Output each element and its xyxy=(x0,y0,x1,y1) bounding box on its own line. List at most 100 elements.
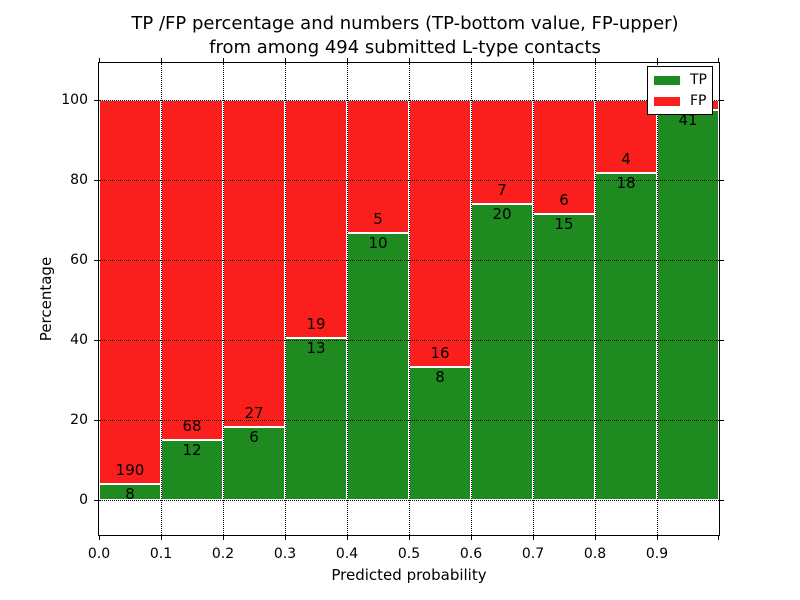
tp-segment xyxy=(285,337,347,500)
x-tick-mark xyxy=(223,535,224,540)
x-tick-label: 0.1 xyxy=(149,546,173,562)
y-tick-mark xyxy=(719,420,724,421)
tp-count-label: 8 xyxy=(125,484,135,503)
legend-label-tp: TP xyxy=(690,72,707,88)
fp-count-label: 27 xyxy=(244,404,264,423)
x-tick-mark xyxy=(471,58,472,63)
v-gridline xyxy=(533,63,534,535)
x-tick-label: 0.8 xyxy=(583,546,607,562)
tp-segment xyxy=(409,366,471,500)
stacked-bar-bin-0.5-0.6 xyxy=(409,100,471,500)
x-tick-label: 0.4 xyxy=(335,546,359,562)
fp-segment xyxy=(471,100,533,204)
legend-item-fp: FP xyxy=(654,93,707,109)
fp-segment xyxy=(99,100,161,484)
v-gridline xyxy=(285,63,286,535)
x-tick-mark xyxy=(471,535,472,540)
fp-count-label: 190 xyxy=(115,460,145,479)
x-tick-mark xyxy=(718,535,719,540)
x-tick-mark xyxy=(99,58,100,63)
chart-title: TP /FP percentage and numbers (TP-bottom… xyxy=(131,12,678,61)
stacked-bar-bin-0.0-0.1 xyxy=(99,100,161,500)
fp-segment xyxy=(285,100,347,338)
y-tick-mark xyxy=(719,260,724,261)
x-tick-mark xyxy=(533,58,534,63)
fp-segment xyxy=(223,100,285,428)
x-tick-mark xyxy=(409,535,410,540)
y-tick-mark xyxy=(719,100,724,101)
tp-count-label: 13 xyxy=(306,338,326,357)
x-tick-label: 0.5 xyxy=(397,546,421,562)
v-gridline xyxy=(161,63,162,535)
y-tick-mark xyxy=(719,500,724,501)
x-tick-label: 0.2 xyxy=(211,546,235,562)
x-tick-label: 0.3 xyxy=(273,546,297,562)
x-tick-label: 0.9 xyxy=(645,546,669,562)
tp-segment xyxy=(533,214,595,500)
tp-count-label: 15 xyxy=(554,215,574,234)
x-tick-mark xyxy=(99,535,100,540)
stacked-bar-bin-0.6-0.7 xyxy=(471,100,533,500)
legend-label-fp: FP xyxy=(690,93,707,109)
tp-count-label: 41 xyxy=(678,110,698,129)
y-tick-mark xyxy=(94,340,99,341)
v-gridline xyxy=(595,63,596,535)
chart-title-line1: TP /FP percentage and numbers (TP-bottom… xyxy=(131,13,679,34)
fp-count-label: 5 xyxy=(373,210,383,229)
tp-segment xyxy=(595,172,657,500)
chart-title-line2: from among 494 submitted L-type contacts xyxy=(209,37,601,59)
x-tick-mark xyxy=(409,58,410,63)
tp-count-label: 10 xyxy=(368,234,388,253)
x-tick-mark xyxy=(595,58,596,63)
tp-count-label: 20 xyxy=(492,204,512,223)
v-gridline xyxy=(409,63,410,535)
fp-count-label: 16 xyxy=(430,343,450,362)
y-tick-label: 80 xyxy=(70,172,88,188)
fp-segment xyxy=(409,100,471,367)
tp-count-label: 6 xyxy=(249,428,259,447)
x-tick-mark xyxy=(285,58,286,63)
y-tick-mark xyxy=(94,180,99,181)
fp-count-label: 4 xyxy=(621,149,631,168)
stacked-bar-bin-0.9-1.0 xyxy=(657,100,719,500)
plot-area: 190868122761913510168720615418141 TP FP xyxy=(94,58,724,540)
x-tick-label: 0.7 xyxy=(521,546,545,562)
x-tick-label: 0.0 xyxy=(87,546,111,562)
x-tick-mark xyxy=(718,58,719,63)
stacked-bar-bin-0.4-0.5 xyxy=(347,100,409,500)
x-tick-label: 0.6 xyxy=(459,546,483,562)
legend-item-tp: TP xyxy=(654,72,707,88)
y-tick-mark xyxy=(94,100,99,101)
x-tick-mark xyxy=(595,535,596,540)
y-tick-label: 100 xyxy=(61,92,88,108)
tp-count-label: 8 xyxy=(435,367,445,386)
y-tick-mark xyxy=(94,420,99,421)
x-tick-mark xyxy=(161,535,162,540)
y-tick-mark xyxy=(94,500,99,501)
v-gridline xyxy=(657,63,658,535)
tp-segment xyxy=(161,440,223,500)
fp-count-label: 6 xyxy=(559,191,569,210)
stacked-bar-bin-0.3-0.4 xyxy=(285,100,347,500)
y-axis-label: Percentage xyxy=(37,256,55,342)
y-tick-mark xyxy=(719,180,724,181)
tp-segment xyxy=(347,233,409,500)
x-tick-mark xyxy=(347,58,348,63)
stacked-bar-bin-0.8-0.9 xyxy=(595,100,657,500)
fp-segment xyxy=(161,100,223,440)
y-tick-label: 0 xyxy=(79,492,88,508)
y-tick-label: 20 xyxy=(70,412,88,428)
stacked-bar-bin-0.7-0.8 xyxy=(533,100,595,500)
x-tick-mark xyxy=(657,58,658,63)
fp-count-label: 7 xyxy=(497,180,507,199)
tp-segment xyxy=(471,203,533,500)
y-tick-label: 40 xyxy=(70,332,88,348)
x-tick-mark xyxy=(657,535,658,540)
x-tick-mark xyxy=(161,58,162,63)
fp-count-label: 68 xyxy=(182,417,202,435)
y-tick-mark xyxy=(94,260,99,261)
legend: TP FP xyxy=(647,66,713,115)
v-gridline xyxy=(471,63,472,535)
tp-count-label: 12 xyxy=(182,441,202,459)
v-gridline xyxy=(223,63,224,535)
